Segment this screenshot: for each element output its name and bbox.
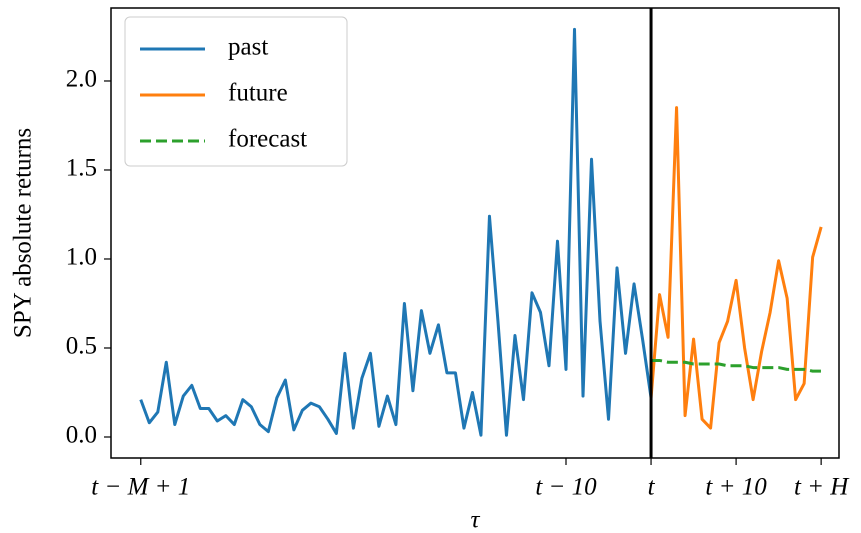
x-tick-label: t − 10 (535, 474, 597, 501)
x-tick-label: t + 10 (705, 474, 767, 501)
series-line (651, 358, 822, 373)
x-tick-label: t (648, 474, 656, 501)
legend-label: future (228, 80, 288, 107)
legend-box (124, 16, 348, 167)
plot-frame (110, 7, 840, 459)
x-tick-label: t − M + 1 (91, 474, 190, 501)
y-tick-label: 1.0 (66, 244, 97, 271)
series-line (649, 106, 823, 430)
legend-label: forecast (228, 126, 307, 153)
legend-label: past (228, 34, 268, 61)
y-tick-label: 0.5 (66, 333, 97, 360)
y-tick-label: 2.0 (66, 66, 97, 93)
series-line (139, 27, 653, 437)
x-axis-label: τ (471, 507, 481, 533)
y-tick-label: 1.5 (66, 155, 97, 182)
y-tick-label: 0.0 (66, 422, 97, 449)
y-axis-label: SPY absolute returns (10, 128, 37, 338)
x-tick-label: t + H (794, 474, 850, 501)
